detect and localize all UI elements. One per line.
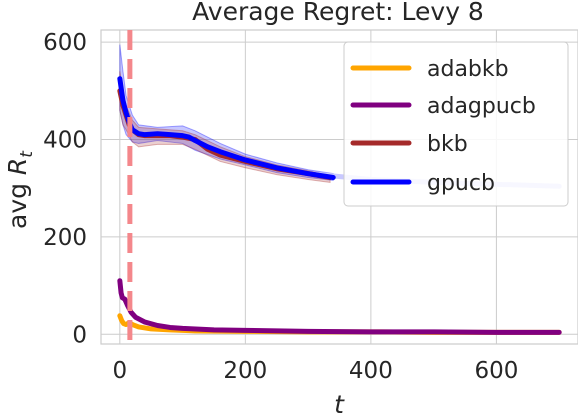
y-tick-label: 400	[43, 128, 87, 154]
y-tick-label: 0	[72, 322, 87, 348]
legend-label-adagpucb: adagpucb	[427, 94, 536, 119]
series-line-adagpucb	[117, 278, 562, 335]
tick-labels: 0 200 400 600 0 200 400 600	[43, 30, 518, 384]
y-axis-label-sub: t	[17, 150, 37, 158]
y-axis-label-main: avg	[3, 175, 32, 229]
y-axis-label-var: R	[3, 158, 32, 175]
y-tick-label: 600	[43, 30, 87, 56]
y-tick-label: 200	[43, 225, 87, 251]
x-tick-label: 600	[474, 358, 518, 384]
x-axis-label: t	[334, 390, 345, 418]
x-tick-label: 200	[223, 358, 267, 384]
x-tick-label: 400	[349, 358, 393, 384]
y-axis-label: avg Rt	[3, 150, 37, 229]
legend-label-gpucb: gpucb	[427, 171, 495, 196]
legend: adabkb adagpucb bkb gpucb	[343, 41, 569, 207]
legend-label-bkb: bkb	[427, 132, 468, 157]
chart-title: Average Regret: Levy 8	[192, 0, 484, 26]
legend-label-adabkb: adabkb	[427, 57, 509, 82]
x-tick-label: 0	[113, 358, 128, 384]
legend-box	[343, 41, 569, 207]
